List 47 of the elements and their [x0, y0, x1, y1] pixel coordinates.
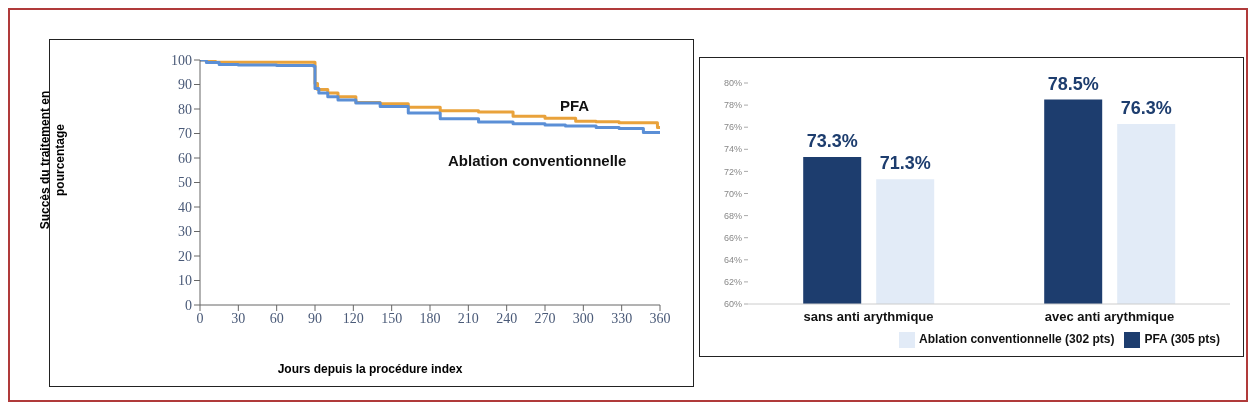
- x-axis-title: Jours depuis la procédure index: [276, 362, 464, 376]
- y-tick-label: 20: [178, 248, 192, 264]
- x-tick-label: sans anti arythmique: [803, 309, 934, 325]
- y-tick-label: 70: [178, 126, 192, 142]
- x-tick-label: 270: [534, 310, 556, 326]
- y-tick-label: 68%: [723, 210, 742, 221]
- y-tick-label: 72%: [723, 166, 742, 177]
- y-tick-label: 64%: [723, 255, 742, 265]
- y-tick-label: 62%: [723, 277, 742, 288]
- y-tick-label: 10: [178, 273, 192, 289]
- x-tick-label: 150: [381, 310, 403, 326]
- x-tick-label: 0: [196, 310, 204, 326]
- series-label: Ablation conventionnelle: [448, 152, 627, 169]
- x-tick-label: 360: [649, 310, 671, 326]
- y-tick-label: 30: [178, 224, 192, 240]
- x-tick-label: 300: [572, 310, 594, 326]
- x-tick-label: 330: [611, 310, 633, 326]
- y-tick-label: 76%: [723, 122, 742, 133]
- legend-label: Ablation conventionnelle (302 pts): [919, 332, 1115, 347]
- x-tick-label: 90: [308, 310, 322, 326]
- y-tick-label: 66%: [723, 232, 742, 243]
- x-tick-label: 120: [342, 310, 364, 326]
- y-tick-label: 90: [178, 77, 192, 93]
- data-label: 78.5%: [1047, 73, 1099, 94]
- y-tick-label: 60%: [723, 299, 742, 310]
- x-tick-label: 60: [269, 310, 284, 326]
- series-label: PFA: [560, 97, 590, 114]
- y-tick-label: 50: [178, 175, 192, 191]
- y-tick-label: 60: [178, 150, 192, 166]
- x-tick-label: 210: [457, 310, 479, 326]
- y-tick-label: 78%: [723, 100, 742, 111]
- x-tick-label: avec anti arythmique: [1044, 309, 1175, 325]
- legend-label: PFA (305 pts): [1144, 332, 1220, 347]
- x-tick-label: 180: [419, 310, 441, 326]
- data-label: 73.3%: [806, 131, 858, 152]
- data-label: 71.3%: [879, 153, 931, 174]
- y-tick-label: 80%: [723, 78, 742, 89]
- data-label: 76.3%: [1120, 97, 1172, 118]
- y-tick-label: 0: [185, 297, 192, 313]
- x-tick-label: 30: [231, 310, 246, 326]
- y-tick-label: 100: [171, 52, 192, 68]
- y-tick-label: 80: [178, 101, 192, 117]
- x-tick-label: 240: [496, 310, 518, 326]
- y-tick-label: 74%: [723, 144, 742, 155]
- y-tick-label: 40: [178, 199, 192, 215]
- y-axis-title: Succès du traitement en pourcentage: [38, 89, 68, 232]
- y-tick-label: 70%: [723, 188, 742, 199]
